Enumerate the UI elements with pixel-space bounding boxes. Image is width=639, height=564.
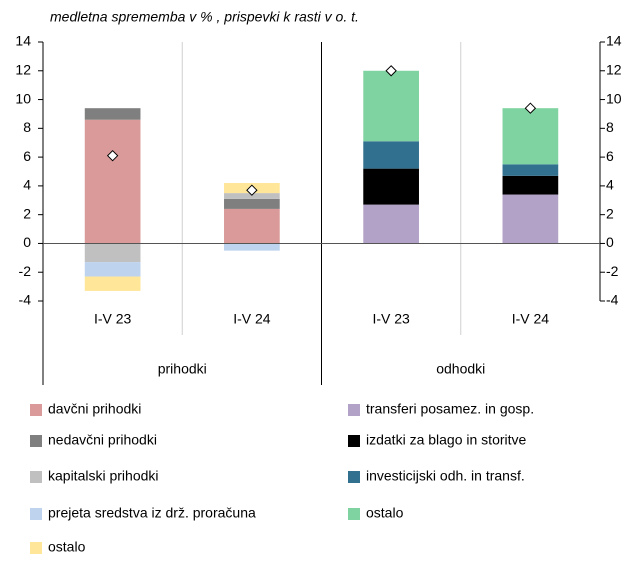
y-tick-label: 4 <box>23 177 31 193</box>
legend-label: investicijski odh. in transf. <box>366 468 525 484</box>
group-label: odhodki <box>436 361 485 377</box>
bar <box>84 119 141 244</box>
bar <box>224 208 280 244</box>
legend-swatch <box>348 435 360 447</box>
y2-tick-label: -4 <box>606 292 619 308</box>
legend-label: nedavčni prihodki <box>48 432 157 448</box>
y2-tick-label: 2 <box>606 205 614 221</box>
legend-label: ostalo <box>48 539 86 555</box>
y-tick-label: 6 <box>23 148 31 164</box>
bar <box>502 164 559 176</box>
y2-tick-label: 4 <box>606 177 614 193</box>
y-tick-label: 12 <box>15 61 31 77</box>
bar <box>224 198 280 209</box>
bar <box>84 262 141 277</box>
legend-label: izdatki za blago in storitve <box>366 432 527 448</box>
bar <box>84 276 141 291</box>
total-marker <box>246 184 258 196</box>
legend-label: ostalo <box>366 505 404 521</box>
total-marker <box>106 149 119 162</box>
y-tick-label: 8 <box>23 119 31 135</box>
legend-swatch <box>348 471 360 483</box>
chart-title: medletna sprememba v % , prispevki k ras… <box>50 9 359 25</box>
legend-label: transferi posamez. in gosp. <box>366 401 534 417</box>
bar <box>363 70 419 142</box>
x-tick-label: I-V 24 <box>233 311 271 327</box>
legend-swatch <box>30 435 42 447</box>
bar <box>363 168 419 205</box>
y-tick-label: -4 <box>19 292 32 308</box>
bar <box>224 193 280 199</box>
y-tick-label: -2 <box>19 263 32 279</box>
group-label: prihodki <box>158 361 207 377</box>
legend-swatch <box>30 404 42 416</box>
legend-swatch <box>30 471 42 483</box>
legend-swatch <box>348 404 360 416</box>
bar <box>363 204 419 244</box>
x-tick-label: I-V 23 <box>94 311 132 327</box>
bar <box>84 108 141 120</box>
bar <box>363 141 419 169</box>
y2-tick-label: 8 <box>606 119 614 135</box>
total-marker <box>385 65 397 77</box>
legend-swatch <box>30 508 42 520</box>
bar <box>84 243 141 263</box>
y2-tick-label: 0 <box>606 234 614 250</box>
y-tick-label: 0 <box>23 234 31 250</box>
y2-tick-label: 14 <box>606 33 622 49</box>
y-tick-label: 10 <box>15 90 31 106</box>
y-tick-label: 14 <box>15 33 31 49</box>
y2-tick-label: 10 <box>606 90 622 106</box>
legend-swatch <box>30 542 42 554</box>
bar <box>224 243 280 251</box>
legend-label: davčni prihodki <box>48 401 141 417</box>
y2-tick-label: -2 <box>606 263 619 279</box>
y2-tick-label: 6 <box>606 148 614 164</box>
legend-swatch <box>348 508 360 520</box>
total-marker <box>524 102 537 114</box>
x-tick-label: I-V 23 <box>372 311 410 327</box>
legend-label: prejeta sredstva iz drž. proračuna <box>48 505 256 521</box>
x-tick-label: I-V 24 <box>512 311 550 327</box>
y2-tick-label: 12 <box>606 61 622 77</box>
bar <box>502 108 559 165</box>
bar <box>502 194 559 244</box>
y-tick-label: 2 <box>23 205 31 221</box>
legend-label: kapitalski prihodki <box>48 468 159 484</box>
bar <box>502 175 559 195</box>
